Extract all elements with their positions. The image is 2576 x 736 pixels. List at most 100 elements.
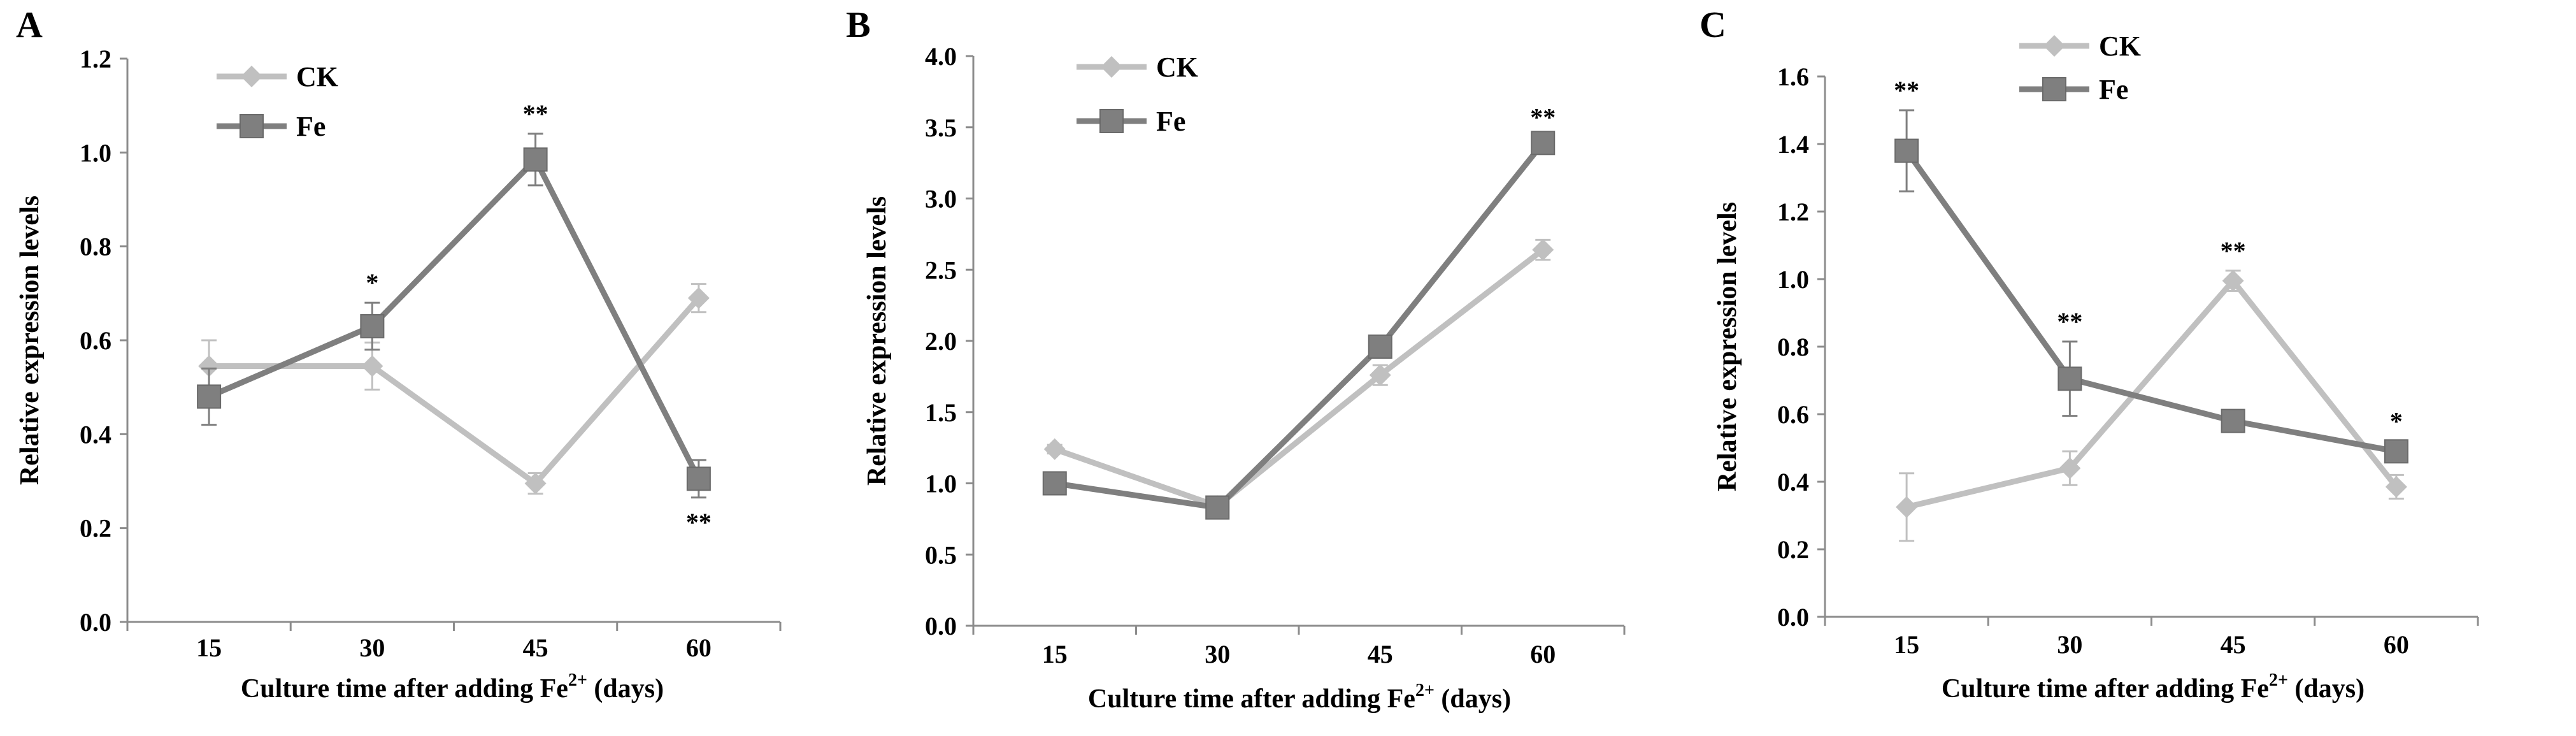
- y-tick-label: 2.5: [925, 256, 957, 284]
- series-line: [1054, 247, 1545, 509]
- legend-marker-diamond: [2043, 35, 2065, 57]
- x-tick-label: 45: [523, 633, 548, 662]
- x-tick-label: 60: [2384, 630, 2409, 659]
- significance-marker: *: [2390, 407, 2403, 435]
- panel-label: A: [16, 4, 43, 45]
- x-tick-label: 45: [2221, 630, 2246, 659]
- data-point-diamond: [1043, 438, 1066, 460]
- y-tick-label: 1.0: [80, 138, 111, 167]
- data-point-square: [2057, 366, 2082, 391]
- x-tick-label: 15: [1042, 640, 1068, 668]
- data-point-square: [523, 147, 548, 172]
- series-line: [1906, 278, 2399, 510]
- y-tick-label: 1.2: [1777, 198, 1809, 226]
- data-point-square: [1042, 471, 1067, 496]
- x-axis-title-main: Culture time after adding Fe: [241, 674, 568, 704]
- x-axis-title: Culture time after adding Fe2+ (days): [241, 670, 664, 704]
- data-point-diamond: [1369, 364, 1391, 386]
- data-point-diamond: [2222, 270, 2244, 292]
- y-tick-label: 0.4: [80, 420, 111, 449]
- chart-panel-B: B 0.0 0.5 1.0 1.5 2.0 2.5 3.0 3.5 4.0 15 30 45 60 Cult…: [846, 4, 1626, 714]
- series-ck: [1043, 238, 1554, 517]
- y-axis-title: Relative expression levels: [1713, 202, 1742, 491]
- y-tick-label: 2.0: [925, 327, 957, 356]
- x-axis-title-superscript: 2+: [2269, 670, 2288, 690]
- significance-marker: **: [2221, 236, 2246, 265]
- significance-marker: **: [686, 508, 712, 537]
- panel-label: C: [1699, 4, 1726, 45]
- x-tick-label: 15: [196, 633, 222, 662]
- x-tick-label: 30: [2057, 630, 2082, 659]
- legend-label-fe: Fe: [1156, 106, 1185, 137]
- data-point-diamond: [2059, 457, 2081, 479]
- y-tick-label: 0.2: [80, 514, 111, 543]
- x-tick-label: 30: [359, 633, 385, 662]
- y-tick-label: 0.0: [80, 608, 111, 637]
- x-axis-title-superscript: 2+: [1415, 681, 1435, 700]
- y-tick-label: 0.4: [1777, 468, 1809, 496]
- significance-marker: **: [1530, 103, 1556, 131]
- x-tick-label: 60: [686, 633, 712, 662]
- data-point-diamond: [687, 287, 710, 309]
- data-point-diamond: [361, 355, 383, 377]
- significance-marker: **: [523, 99, 548, 128]
- data-point-square: [2384, 439, 2408, 464]
- x-axis-title-main: Culture time after adding Fe: [1088, 684, 1415, 714]
- series-fe: [197, 133, 711, 499]
- x-tick-label: 45: [1368, 640, 1393, 668]
- legend-marker-diamond: [241, 66, 262, 87]
- legend-label-ck: CK: [296, 61, 338, 92]
- data-point-diamond: [524, 472, 547, 494]
- y-axis-title: Relative expression levels: [862, 196, 892, 486]
- data-point-diamond: [2385, 475, 2407, 498]
- legend-label-fe: Fe: [2099, 74, 2128, 105]
- y-tick-label: 1.0: [1777, 265, 1809, 294]
- x-axis-title-superscript: 2+: [568, 670, 587, 690]
- panel-label: B: [846, 4, 871, 45]
- legend-label-fe: Fe: [296, 111, 326, 142]
- series-ck: [1896, 270, 2407, 542]
- x-axis-title-main: Culture time after adding Fe: [1942, 674, 2269, 704]
- data-point-square: [1368, 334, 1392, 359]
- y-tick-label: 0.0: [925, 612, 957, 640]
- y-tick-label: 0.6: [1777, 400, 1809, 429]
- data-point-square: [1894, 138, 1919, 163]
- y-tick-label: 0.6: [80, 326, 111, 355]
- x-axis-title-unit: (days): [2288, 674, 2365, 704]
- y-tick-label: 1.2: [80, 45, 111, 73]
- y-tick-label: 0.8: [80, 233, 111, 261]
- y-tick-label: 4.0: [925, 42, 957, 71]
- data-point-square: [1205, 495, 1230, 520]
- chart-panel-A: A 0.0 0.2 0.4 0.6 0.8 1.0 1.2 15 30 45 60 Culture ti…: [15, 4, 782, 704]
- y-tick-label: 3.0: [925, 185, 957, 213]
- legend-marker-square: [2042, 77, 2066, 101]
- data-point-diamond: [1532, 238, 1554, 261]
- x-axis-title: Culture time after adding Fe2+ (days): [1942, 670, 2365, 704]
- series-line: [208, 156, 701, 480]
- x-tick-label: 60: [1530, 640, 1556, 668]
- data-point-square: [197, 384, 222, 409]
- data-point-diamond: [1896, 496, 1918, 518]
- series-line: [1054, 141, 1545, 510]
- data-point-square: [686, 466, 711, 491]
- data-point-square: [360, 314, 385, 338]
- x-tick-label: 15: [1894, 630, 1919, 659]
- data-point-square: [1531, 131, 1556, 155]
- series-line: [209, 296, 701, 487]
- legend-marker-square: [240, 114, 264, 138]
- y-tick-label: 3.5: [925, 113, 957, 142]
- series-fe: [1042, 131, 1556, 520]
- significance-marker: **: [2057, 307, 2082, 336]
- legend-label-ck: CK: [1156, 52, 1198, 83]
- y-axis-title: Relative expression levels: [15, 196, 45, 485]
- y-tick-label: 1.4: [1777, 130, 1809, 159]
- x-axis-title-unit: (days): [1435, 684, 1511, 714]
- significance-marker: **: [1894, 76, 1919, 105]
- legend-label-ck: CK: [2099, 31, 2141, 62]
- series-line: [1904, 148, 2397, 454]
- series-ck: [198, 283, 710, 495]
- y-tick-label: 0.8: [1777, 333, 1809, 361]
- series-fe: [1894, 109, 2408, 464]
- significance-marker: *: [366, 268, 378, 297]
